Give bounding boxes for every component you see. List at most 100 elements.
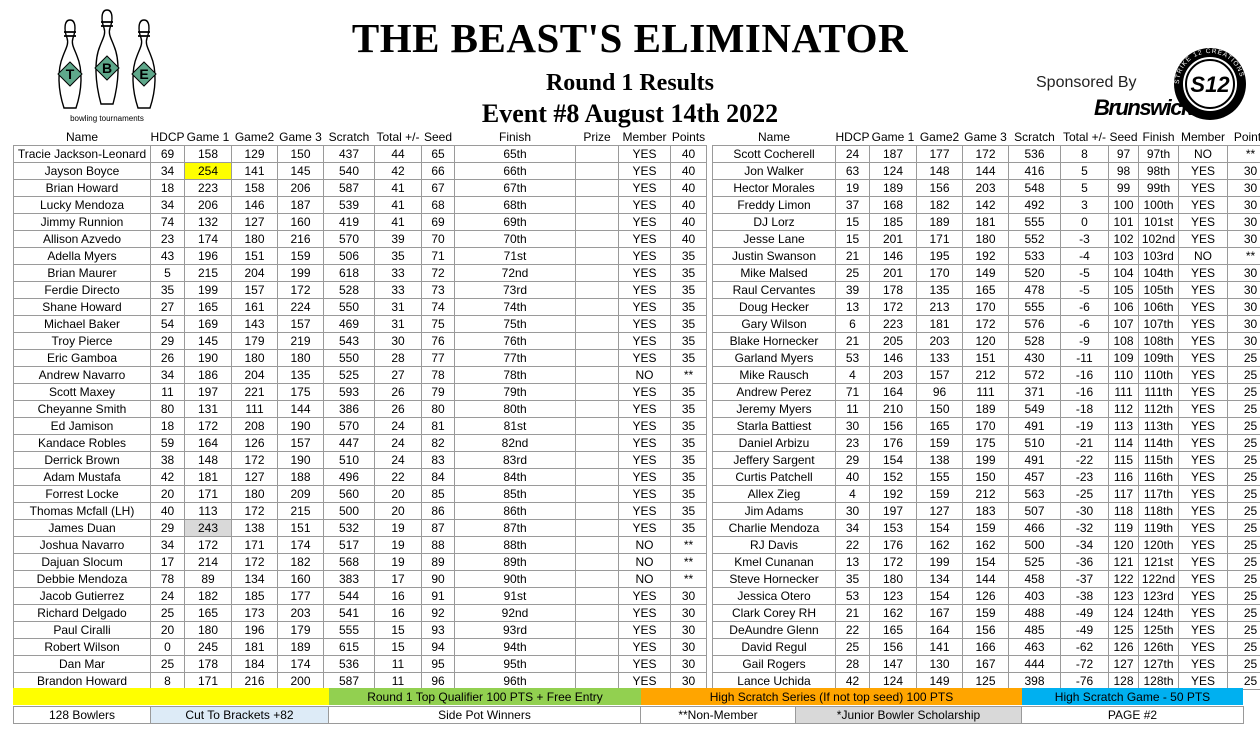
right-member-cell: YES — [1178, 332, 1228, 350]
left-game1-cell: 206 — [184, 196, 232, 214]
right-member-cell: YES — [1178, 162, 1228, 180]
left-seed-cell: 80 — [421, 400, 455, 418]
left-seed-cell: 81 — [421, 417, 455, 435]
left-seed-cell: 71 — [421, 247, 455, 265]
right-game1-cell: 124 — [869, 672, 917, 690]
right-game1-cell: 210 — [869, 400, 917, 418]
left-game3-cell: 200 — [277, 672, 324, 690]
right-hdcp-cell: 63 — [835, 162, 870, 180]
left-member-cell: YES — [618, 213, 671, 231]
left-prize-cell — [575, 162, 619, 180]
left-name-cell: Ferdie Directo — [13, 281, 151, 299]
logo-letter-b: B — [102, 60, 112, 76]
left-game1-cell: 186 — [184, 366, 232, 384]
left-points-cell: ** — [670, 536, 707, 554]
right-seed-cell: 116 — [1108, 468, 1139, 486]
right-name-cell: Steve Hornecker — [712, 570, 836, 588]
left-scratch-cell: 510 — [323, 451, 375, 469]
left-finish-cell: 81st — [454, 417, 576, 435]
left-finish-cell: 76th — [454, 332, 576, 350]
left-finish-cell: 83rd — [454, 451, 576, 469]
left-prize-cell — [575, 485, 619, 503]
col-header-left-hdcp: HDCP — [150, 130, 185, 144]
right-game3-cell: 172 — [962, 145, 1009, 163]
left-prize-cell — [575, 213, 619, 231]
right-points-cell: ** — [1227, 145, 1260, 163]
right-finish-cell: 107th — [1138, 315, 1179, 333]
table-row: Debbie Mendoza 78 89 134 160 383 17 90 90th NO ** S… — [13, 570, 1260, 588]
left-scratch-cell: 500 — [323, 502, 375, 520]
left-total-cell: 19 — [374, 553, 422, 571]
right-hdcp-cell: 25 — [835, 264, 870, 282]
left-member-cell: YES — [618, 349, 671, 367]
left-game2-cell: 143 — [231, 315, 278, 333]
right-seed-cell: 100 — [1108, 196, 1139, 214]
left-seed-cell: 69 — [421, 213, 455, 231]
right-game3-cell: 151 — [962, 349, 1009, 367]
col-header-right-game2: Game2 — [919, 130, 960, 144]
left-finish-cell: 85th — [454, 485, 576, 503]
col-header-right-total: Total +/- — [1062, 130, 1107, 144]
left-name-cell: Dajuan Slocum — [13, 553, 151, 571]
left-total-cell: 42 — [374, 162, 422, 180]
right-game2-cell: 189 — [916, 213, 963, 231]
left-finish-cell: 73rd — [454, 281, 576, 299]
left-game2-cell: 172 — [231, 502, 278, 520]
left-seed-cell: 79 — [421, 383, 455, 401]
right-hdcp-cell: 53 — [835, 349, 870, 367]
right-game2-cell: 138 — [916, 451, 963, 469]
left-seed-cell: 75 — [421, 315, 455, 333]
left-prize-cell — [575, 519, 619, 537]
left-game2-cell: 138 — [231, 519, 278, 537]
right-game1-cell: 223 — [869, 315, 917, 333]
left-game3-cell: 179 — [277, 621, 324, 639]
right-total-cell: -34 — [1060, 536, 1109, 554]
table-row: Scott Maxey 11 197 221 175 593 26 79 79th YES 35 An… — [13, 383, 1260, 401]
logo-letter-t: T — [66, 66, 75, 82]
right-member-cell: YES — [1178, 417, 1228, 435]
right-total-cell: -36 — [1060, 553, 1109, 571]
left-total-cell: 31 — [374, 298, 422, 316]
right-total-cell: 8 — [1060, 145, 1109, 163]
table-row: Ed Jamison 18 172 208 190 570 24 81 81st YES 35 Sta… — [13, 417, 1260, 435]
right-points-cell: 25 — [1227, 587, 1260, 605]
table-row: Andrew Navarro 34 186 204 135 525 27 78 78th NO **… — [13, 366, 1260, 384]
right-total-cell: -62 — [1060, 638, 1109, 656]
left-game2-cell: 157 — [231, 281, 278, 299]
left-hdcp-cell: 27 — [150, 298, 185, 316]
right-game3-cell: 167 — [962, 655, 1009, 673]
col-header-left-game1: Game 1 — [186, 130, 230, 144]
right-finish-cell: 128th — [1138, 672, 1179, 690]
right-game3-cell: 181 — [962, 213, 1009, 231]
col-header-right-game3: Game 3 — [964, 130, 1007, 144]
col-header-left-scratch: Scratch — [328, 130, 370, 144]
right-member-cell: YES — [1178, 349, 1228, 367]
left-game1-cell: 182 — [184, 587, 232, 605]
right-seed-cell: 119 — [1108, 519, 1139, 537]
right-game1-cell: 172 — [869, 298, 917, 316]
left-hdcp-cell: 34 — [150, 536, 185, 554]
right-finish-cell: 114th — [1138, 434, 1179, 452]
column-header-row: Name HDCP Game 1 Game2 Game 3 Scratch Total +/… — [14, 129, 1260, 146]
right-seed-cell: 120 — [1108, 536, 1139, 554]
left-prize-cell — [575, 570, 619, 588]
right-game3-cell: 165 — [962, 281, 1009, 299]
right-game1-cell: 176 — [869, 536, 917, 554]
right-points-cell: 30 — [1227, 230, 1260, 248]
right-finish-cell: 117th — [1138, 485, 1179, 503]
left-scratch-cell: 570 — [323, 417, 375, 435]
left-points-cell: 40 — [670, 230, 707, 248]
left-scratch-cell: 496 — [323, 468, 375, 486]
right-hdcp-cell: 42 — [835, 672, 870, 690]
right-hdcp-cell: 24 — [835, 145, 870, 163]
right-game2-cell: 171 — [916, 230, 963, 248]
left-game1-cell: 180 — [184, 621, 232, 639]
left-prize-cell — [575, 587, 619, 605]
right-name-cell: Jim Adams — [712, 502, 836, 520]
left-hdcp-cell: 23 — [150, 230, 185, 248]
right-member-cell: YES — [1178, 434, 1228, 452]
left-game3-cell: 215 — [277, 502, 324, 520]
right-name-cell: Jeremy Myers — [712, 400, 836, 418]
left-hdcp-cell: 24 — [150, 587, 185, 605]
right-member-cell: YES — [1178, 502, 1228, 520]
